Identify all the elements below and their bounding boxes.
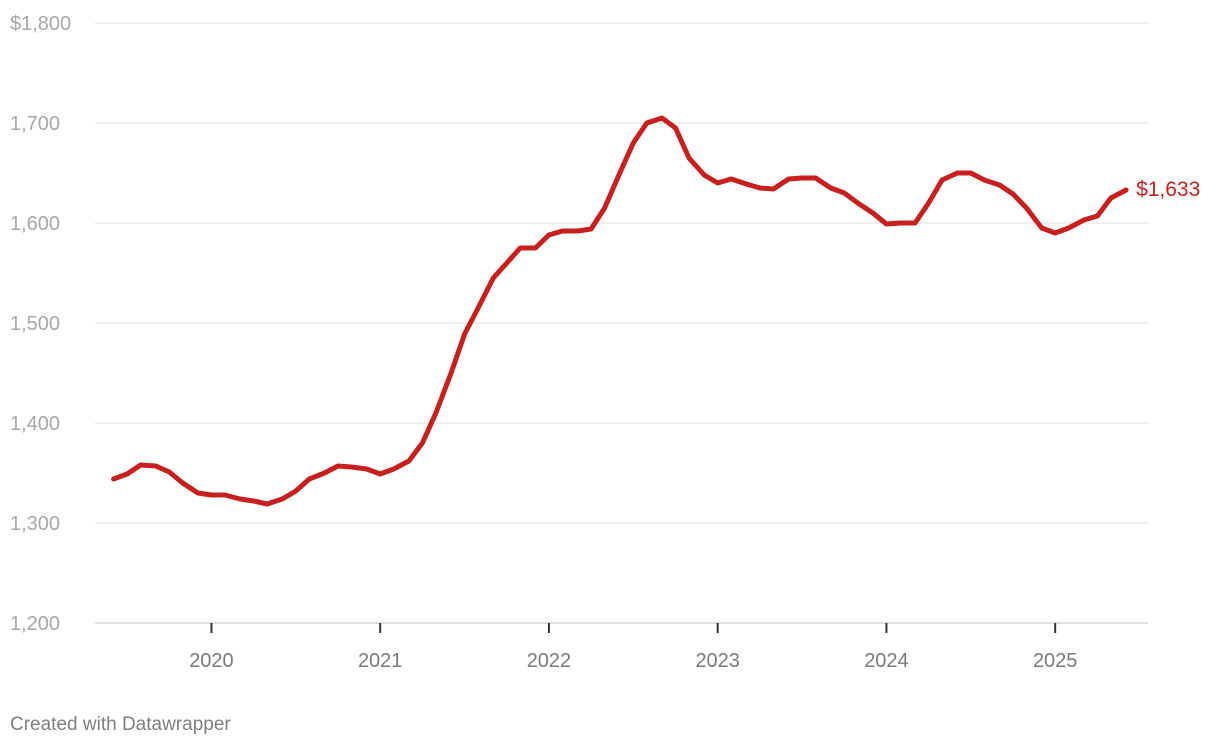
x-tick-label: 2020	[189, 650, 234, 672]
y-tick-label: 1,300	[10, 513, 60, 535]
x-axis: 2020 2021 2022 2023 2024 2025	[189, 623, 1077, 672]
y-tick-label: 1,400	[10, 413, 60, 435]
line-chart: $1,800 1,700 1,600 1,500 1,400 1,300 1,200 202…	[10, 13, 1200, 672]
x-tick-label: 2021	[358, 650, 403, 672]
y-axis: $1,800 1,700 1,600 1,500 1,400 1,300 1,200	[10, 13, 71, 635]
series-group	[111, 115, 1129, 507]
y-tick-label: $1,800	[10, 13, 71, 35]
series-line-rent	[111, 115, 1129, 507]
y-tick-label: 1,500	[10, 313, 60, 335]
x-tick-label: 2022	[527, 650, 572, 672]
y-tick-label: 1,200	[10, 613, 60, 635]
credit-text: Created with Datawrapper	[10, 714, 231, 735]
x-tick-label: 2025	[1033, 650, 1078, 672]
y-tick-label: 1,600	[10, 213, 60, 235]
x-tick-label: 2023	[695, 650, 740, 672]
end-value-label: $1,633	[1136, 178, 1200, 201]
x-tick-label: 2024	[864, 650, 909, 672]
gridlines	[95, 22, 1148, 524]
y-tick-label: 1,700	[10, 113, 60, 135]
